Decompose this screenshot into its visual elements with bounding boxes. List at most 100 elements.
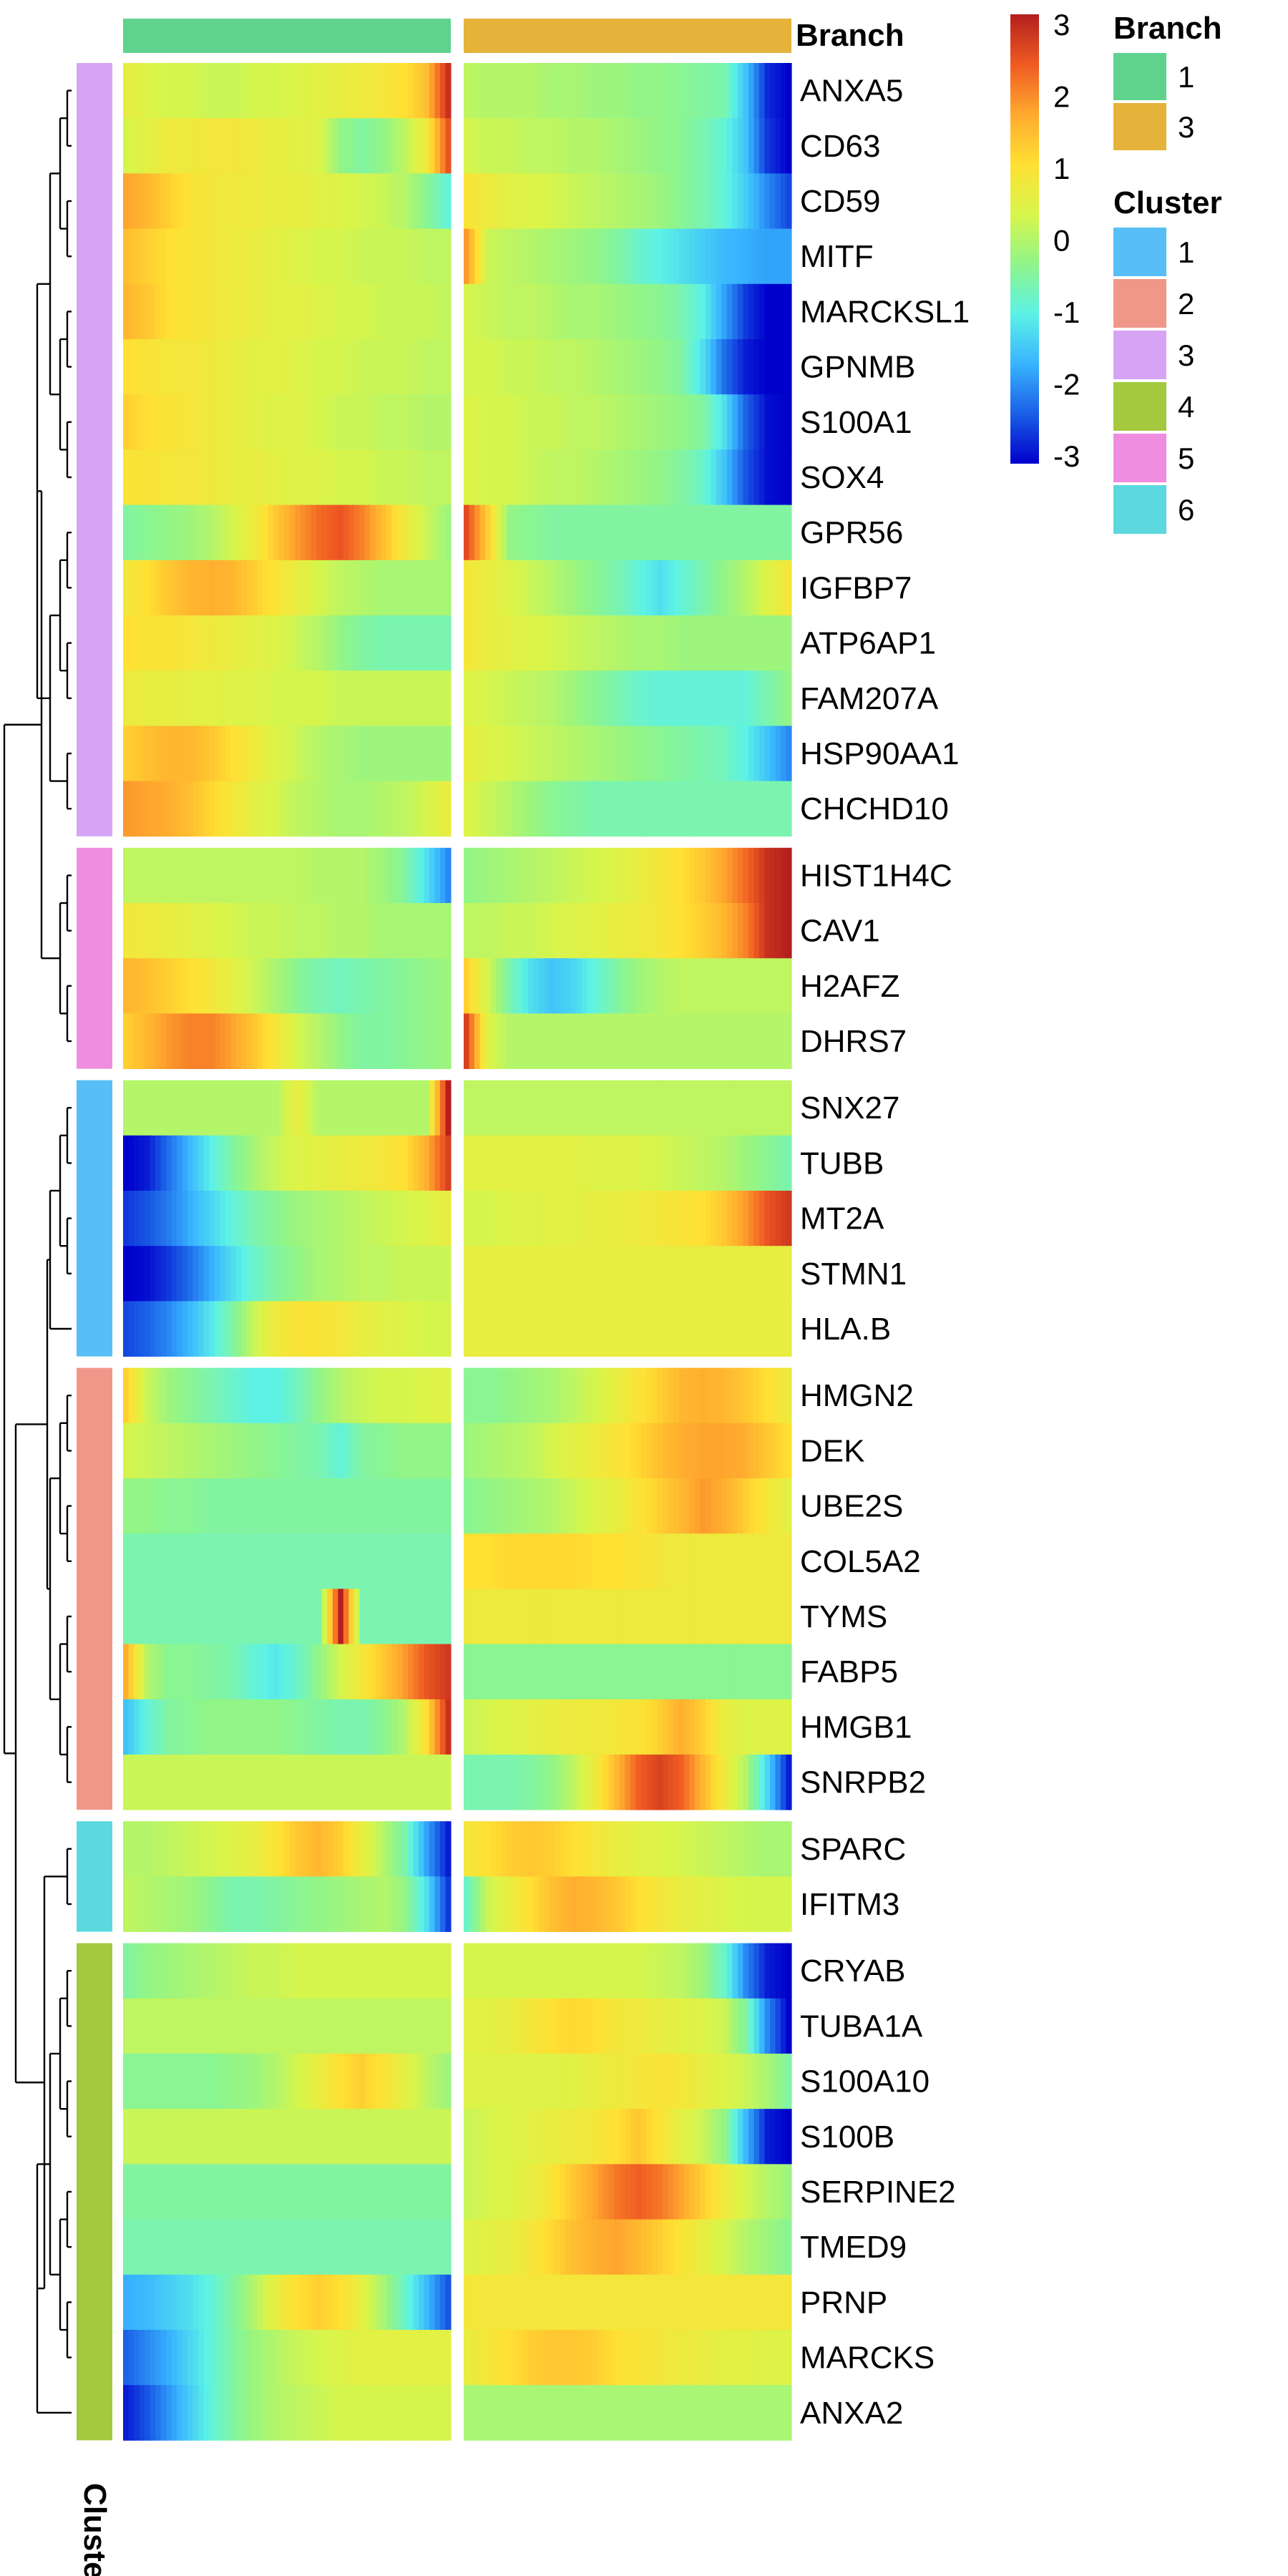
heat-cell: [705, 1478, 711, 1534]
heat-cell: [445, 1246, 452, 1302]
heat-cell: [711, 1755, 717, 1810]
heat-cell: [780, 228, 787, 285]
heat-cell: [662, 1644, 668, 1700]
heat-cell: [134, 118, 140, 174]
heat-cell: [230, 2054, 237, 2109]
heat-cell: [560, 63, 567, 119]
heat-cell: [230, 1423, 237, 1479]
heat-cell: [364, 1423, 371, 1479]
heat-cell: [657, 173, 663, 229]
heat-cell: [139, 958, 145, 1014]
heat-cell: [316, 1821, 323, 1877]
heat-cell: [381, 173, 387, 229]
heat-cell: [587, 394, 593, 450]
heat-cell: [501, 1943, 507, 1999]
heat-cell: [171, 670, 177, 726]
heat-cell: [209, 726, 215, 781]
heat-cell: [678, 1367, 685, 1424]
heat-cell: [348, 1876, 355, 1932]
heat-cell: [327, 1533, 333, 1589]
heat-cell: [300, 615, 306, 671]
heat-cell: [225, 2109, 231, 2165]
heat-cell: [413, 1699, 419, 1755]
heat-cell: [268, 118, 274, 174]
heat-cell: [646, 615, 653, 671]
heat-cell: [603, 1589, 610, 1644]
heat-cell: [220, 670, 226, 726]
heat-cell: [316, 1246, 323, 1302]
heat-cell: [332, 1876, 338, 1932]
heat-cell: [646, 1301, 653, 1357]
heat-cell: [507, 449, 513, 505]
heat-cell: [625, 1876, 631, 1932]
heat-cell: [396, 1755, 404, 1810]
heat-cell: [268, 903, 274, 959]
heat-cell: [758, 2164, 766, 2220]
heat-cell: [512, 2109, 518, 2165]
heat-cell: [203, 1755, 210, 1810]
heat-cell: [429, 504, 436, 561]
heat-cell: [311, 1367, 317, 1424]
heat-cell: [469, 1699, 475, 1755]
heat-cell: [469, 1080, 475, 1136]
heat-cell: [603, 173, 610, 229]
heat-cell: [769, 394, 776, 450]
heat-cell: [533, 449, 540, 505]
heat-cell: [711, 781, 717, 837]
heat-cell: [597, 2164, 604, 2220]
heat-cell: [608, 903, 615, 959]
heat-cell: [716, 339, 722, 395]
heat-cell: [128, 504, 135, 561]
heat-cell: [592, 1423, 599, 1479]
heat-cell: [289, 615, 296, 671]
heat-cell: [182, 781, 188, 837]
heat-cell: [614, 1533, 620, 1589]
heat-cell: [571, 1699, 577, 1755]
heat-cell: [786, 1755, 792, 1810]
heat-cell: [625, 560, 631, 616]
heat-cell: [381, 228, 387, 285]
heat-cell: [748, 958, 755, 1014]
heat-cell: [209, 1755, 215, 1810]
heat-cell: [268, 1367, 274, 1424]
heat-cell: [375, 339, 381, 395]
heat-cell: [571, 1246, 577, 1302]
heat-cell: [413, 1013, 419, 1069]
heat-cell: [501, 2274, 507, 2331]
heat-cell: [306, 560, 312, 616]
heat-cell: [220, 1998, 226, 2054]
heat-cell: [171, 2274, 177, 2331]
heat-cell: [657, 2219, 663, 2275]
heat-cell: [316, 670, 323, 726]
heat-cell: [614, 1135, 620, 1191]
heat-cell: [434, 847, 441, 904]
heat-cell: [145, 394, 151, 450]
heat-cell: [603, 1998, 610, 2054]
heat-cell: [327, 726, 333, 781]
heat-cell: [490, 1699, 497, 1755]
heat-cell: [678, 958, 685, 1014]
heat-cell: [582, 2219, 588, 2275]
heat-cell: [327, 1943, 333, 1999]
heat-cell: [683, 173, 690, 229]
heat-cell: [512, 903, 518, 959]
heat-cell: [139, 1246, 145, 1302]
heat-cell: [166, 1080, 172, 1136]
heat-cell: [327, 1876, 333, 1932]
heat-cell: [646, 1135, 653, 1191]
heat-cell: [522, 1080, 529, 1136]
heat-cell: [214, 173, 220, 229]
heat-cell: [533, 1699, 540, 1755]
heat-cell: [434, 1367, 441, 1424]
heat-cell: [474, 1423, 481, 1479]
heat-cell: [128, 1080, 135, 1136]
heat-cell: [214, 504, 220, 561]
heat-cell: [528, 2054, 535, 2109]
heat-cell: [278, 2164, 285, 2220]
heat-cell: [359, 1423, 366, 1479]
heat-cell: [716, 118, 722, 174]
heat-cell: [278, 283, 285, 340]
heat-cell: [187, 449, 194, 505]
heat-cell: [711, 2054, 717, 2109]
heat-cell: [539, 847, 545, 904]
